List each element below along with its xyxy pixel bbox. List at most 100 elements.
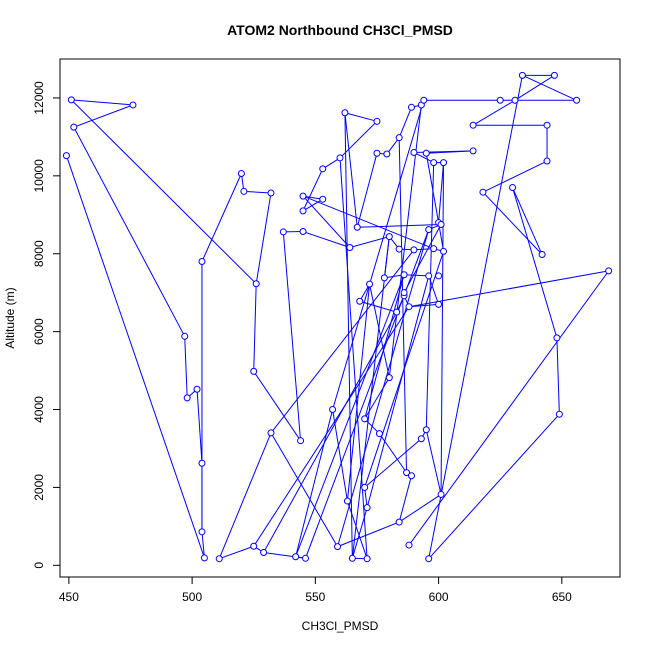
data-point-48 xyxy=(605,267,613,275)
x-axis: 450 500 550 600 650 xyxy=(59,577,572,604)
series-segment-14 xyxy=(302,231,351,248)
series-segment-8 xyxy=(65,155,205,559)
data-point-79 xyxy=(361,483,369,491)
data-point-17 xyxy=(279,228,287,236)
series-segment-54 xyxy=(438,162,445,223)
data-point-4 xyxy=(183,394,191,402)
data-point-68 xyxy=(356,297,364,305)
x-tick-label-4: 650 xyxy=(552,590,572,604)
data-point-34 xyxy=(496,96,504,104)
series-segment-67 xyxy=(359,300,397,313)
series-segment-38 xyxy=(514,74,555,101)
data-point-22 xyxy=(299,207,307,215)
series-segment-109 xyxy=(339,157,368,559)
series-segment-10 xyxy=(253,283,257,372)
series-segment-75 xyxy=(398,494,442,523)
series-segment-103 xyxy=(253,306,410,547)
series-segment-98 xyxy=(425,162,435,430)
data-point-46 xyxy=(555,410,563,418)
data-point-59 xyxy=(395,245,403,253)
series-segment-7 xyxy=(201,531,205,558)
series-segment-43 xyxy=(482,191,543,255)
x-tick-label-3: 600 xyxy=(429,590,449,604)
data-point-62 xyxy=(400,271,408,279)
series-segment-15 xyxy=(302,195,351,248)
data-point-40 xyxy=(543,121,551,129)
data-point-6 xyxy=(198,459,206,467)
series-segment-104 xyxy=(263,311,398,553)
series-segment-0 xyxy=(71,99,133,106)
series-segment-72 xyxy=(379,433,407,473)
series-segment-42 xyxy=(482,160,548,193)
series-segment-74 xyxy=(398,475,412,523)
series-lines xyxy=(65,74,610,560)
data-point-33 xyxy=(420,96,428,104)
series-segment-76 xyxy=(425,429,442,495)
data-point-36 xyxy=(518,71,526,79)
series-segment-112 xyxy=(366,275,430,508)
series-segment-97 xyxy=(425,153,440,223)
series-segment-1 xyxy=(73,104,134,128)
data-point-50 xyxy=(422,149,430,157)
series-segment-108 xyxy=(364,274,405,420)
x-axis-label: CH3Cl_PMSD xyxy=(302,619,379,633)
data-point-30 xyxy=(395,134,403,142)
data-point-73 xyxy=(403,469,411,477)
data-point-75 xyxy=(395,518,403,526)
series-segment-3 xyxy=(184,336,188,398)
series-segment-107 xyxy=(337,521,400,548)
data-point-57 xyxy=(430,245,438,253)
data-point-71 xyxy=(361,415,369,423)
data-point-49 xyxy=(405,541,413,549)
data-point-56 xyxy=(440,247,448,255)
series-segment-9 xyxy=(70,99,257,285)
y-tick-label-6: 12000 xyxy=(32,81,46,115)
chart-title: ATOM2 Northbound CH3Cl_PMSD xyxy=(227,22,453,38)
data-point-7 xyxy=(198,528,206,536)
series-segment-116 xyxy=(428,75,523,559)
x-tick-label-1: 500 xyxy=(182,590,202,604)
y-axis-label: Altitude (m) xyxy=(3,287,17,348)
data-point-0 xyxy=(67,96,75,104)
series-segment-46 xyxy=(556,337,560,415)
series-segment-62 xyxy=(404,274,429,277)
data-point-87 xyxy=(260,548,268,556)
data-point-35 xyxy=(573,96,581,104)
series-segment-21 xyxy=(255,192,272,284)
data-point-12 xyxy=(240,187,248,195)
data-point-44 xyxy=(509,184,517,192)
series-segment-111 xyxy=(270,249,415,434)
data-point-70 xyxy=(385,374,393,382)
data-point-74 xyxy=(407,472,415,480)
data-point-91 xyxy=(334,543,342,551)
data-point-64 xyxy=(435,300,443,308)
data-point-31 xyxy=(407,103,415,111)
data-point-42 xyxy=(479,188,487,196)
series-segment-27 xyxy=(344,112,358,228)
data-point-58 xyxy=(410,246,418,254)
data-point-11 xyxy=(237,170,245,178)
data-point-85 xyxy=(292,553,300,561)
y-tick-label-1: 2000 xyxy=(32,474,46,501)
data-point-10 xyxy=(198,258,206,266)
data-point-51 xyxy=(469,147,477,155)
data-point-61 xyxy=(380,274,388,282)
series-segment-18 xyxy=(201,173,242,262)
series-segment-44 xyxy=(512,187,543,255)
series-segment-115 xyxy=(398,137,408,473)
data-point-84 xyxy=(329,406,337,414)
data-point-53 xyxy=(430,159,438,167)
series-segment-69 xyxy=(369,284,390,378)
series-segment-26 xyxy=(344,112,378,122)
series-segment-23 xyxy=(302,168,324,212)
data-point-21 xyxy=(319,195,327,203)
data-point-29 xyxy=(383,150,391,158)
series-segment-36 xyxy=(522,74,577,101)
y-tick-label-4: 8000 xyxy=(32,240,46,267)
data-point-67 xyxy=(393,308,401,316)
data-point-52 xyxy=(410,148,418,156)
plot-frame xyxy=(59,58,621,578)
series-segment-89 xyxy=(218,432,272,559)
y-tick-label-2: 4000 xyxy=(32,396,46,423)
